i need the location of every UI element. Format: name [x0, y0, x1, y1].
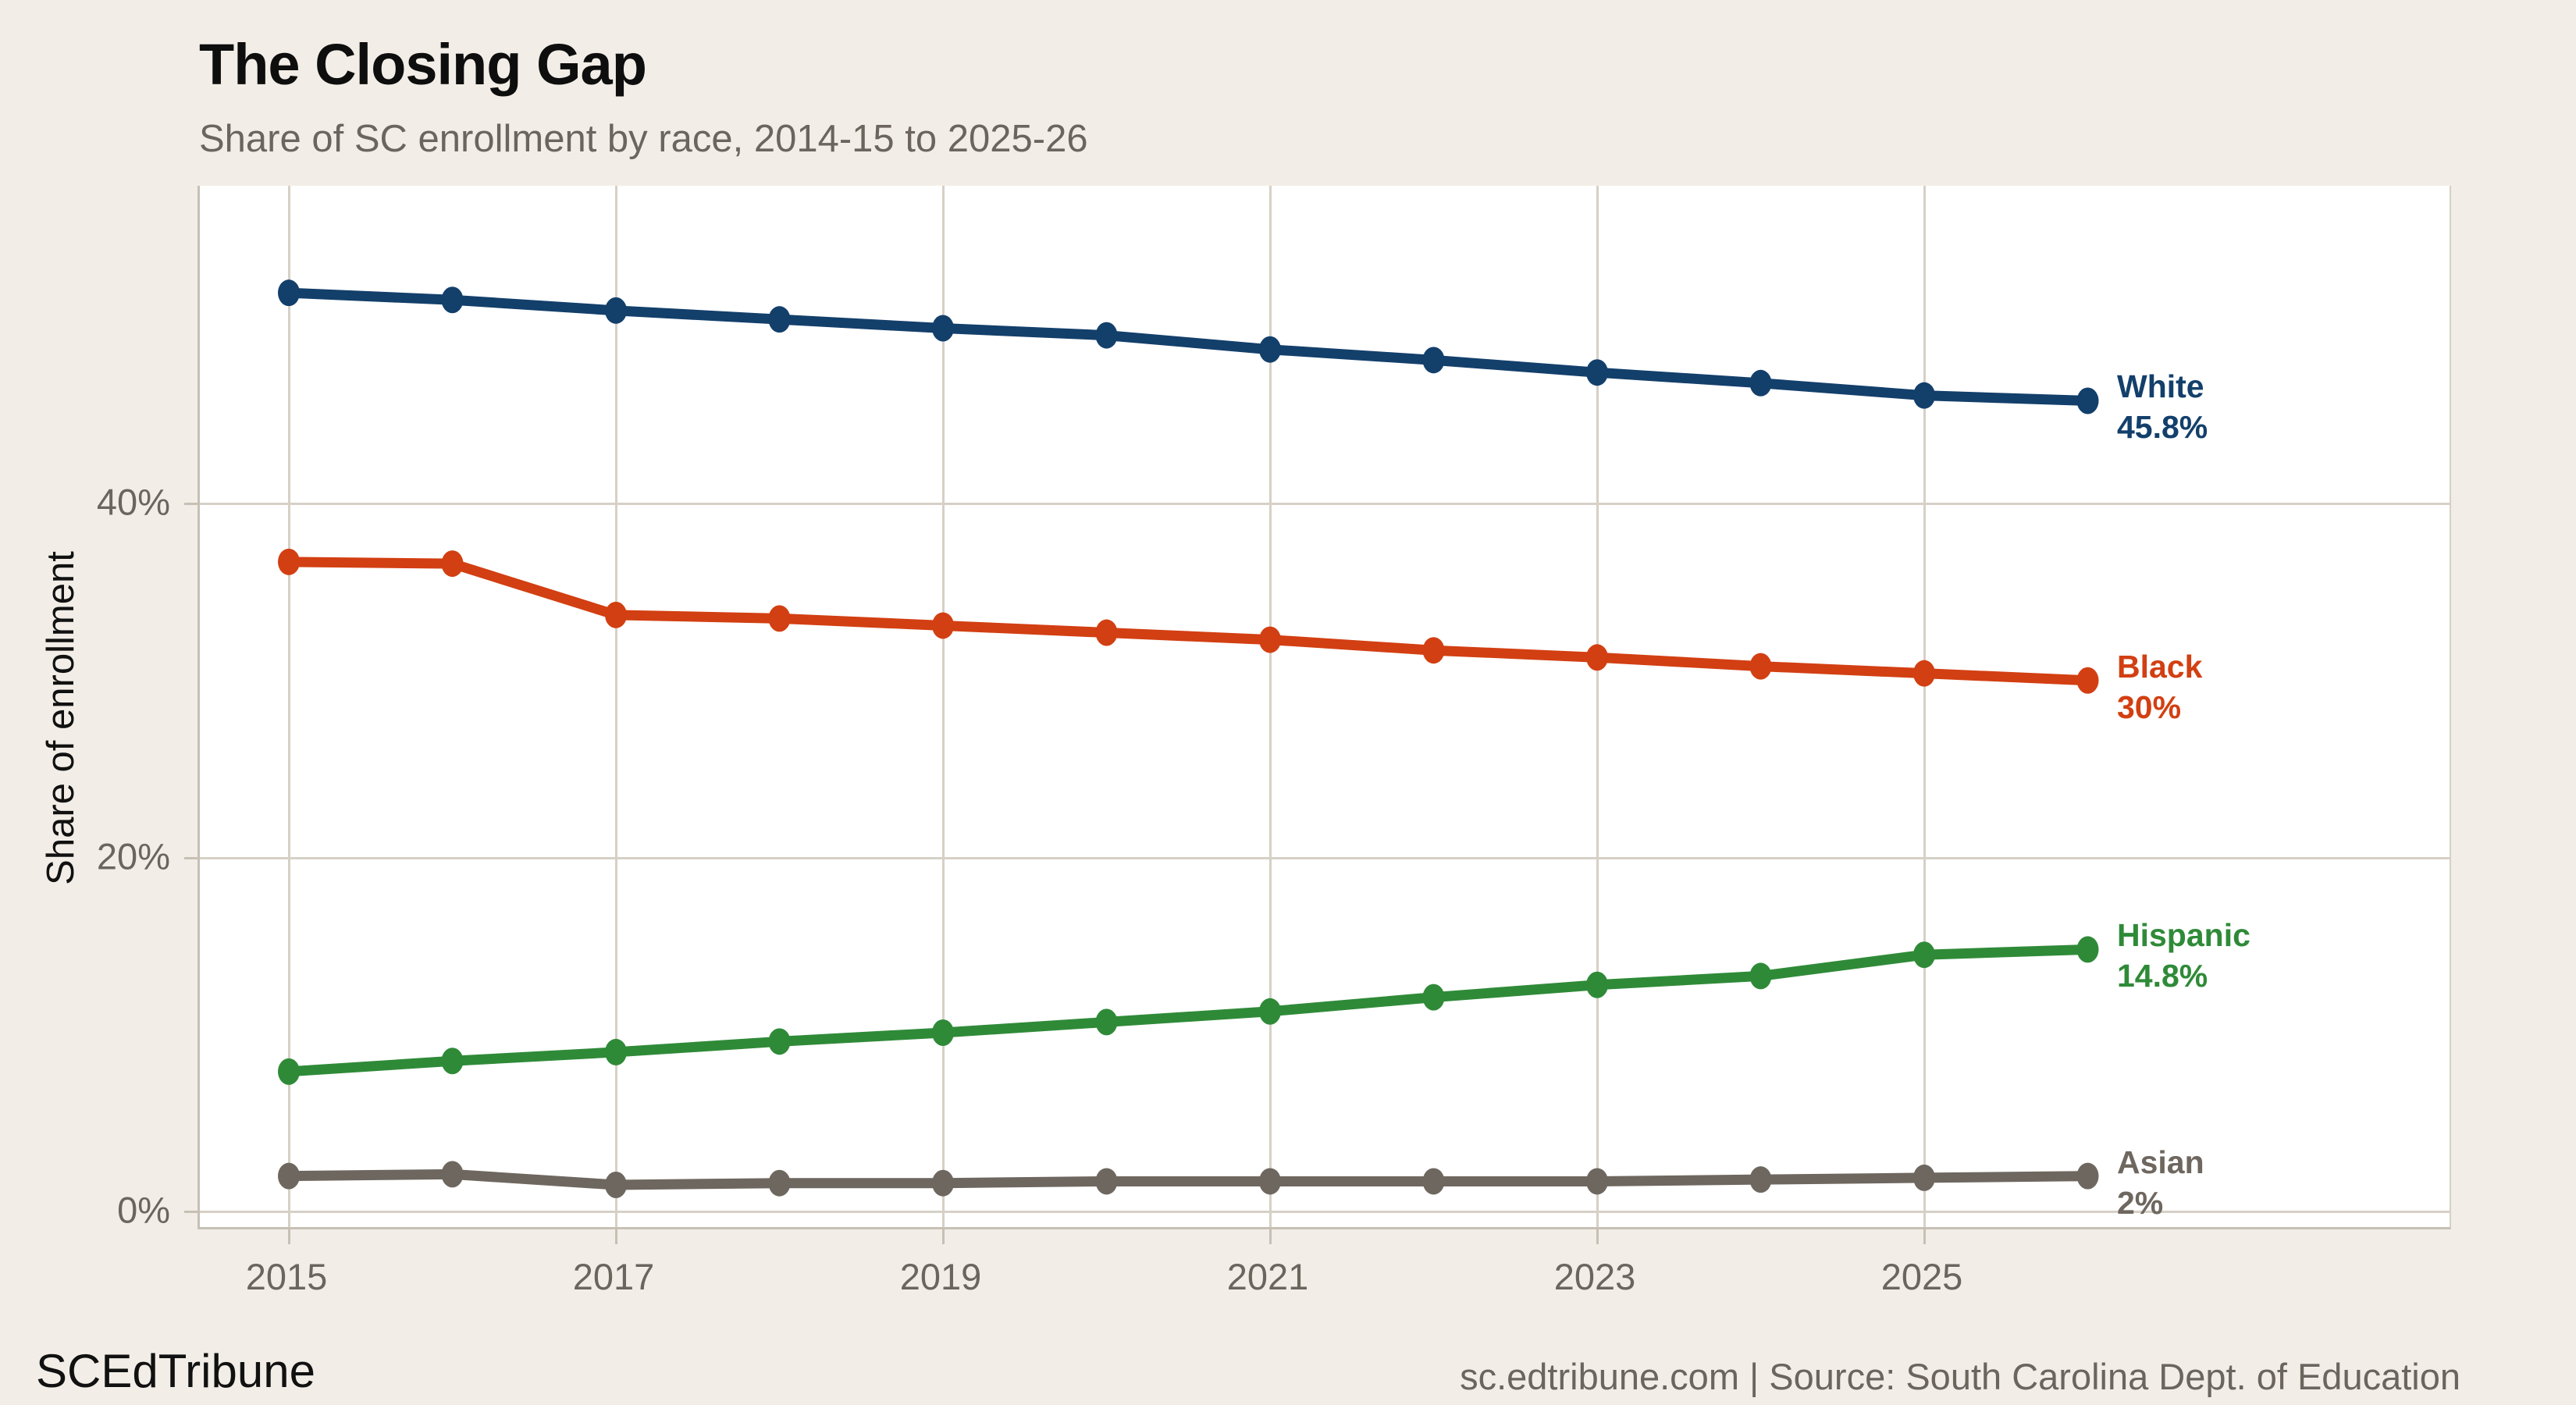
data-point-black [1259, 626, 1281, 653]
data-point-hispanic [1259, 998, 1281, 1025]
data-point-black [1913, 660, 1935, 687]
footer-source: sc.edtribune.com | Source: South Carolin… [1460, 1356, 2460, 1397]
data-point-white [1095, 322, 1118, 349]
series-canvas [278, 279, 2099, 1198]
series-line-hispanic [283, 944, 2093, 1077]
data-point-asian [1913, 1164, 1935, 1191]
data-point-hispanic [1913, 941, 1935, 969]
series-name: Hispanic [2117, 917, 2250, 954]
x-tick-label: 2015 [245, 1256, 328, 1297]
x-tick-label: 2021 [1226, 1256, 1309, 1297]
data-point-black [2076, 667, 2099, 694]
data-point-asian [441, 1161, 464, 1188]
y-gridline [200, 856, 2450, 859]
data-point-white [1913, 382, 1935, 409]
y-tick-mark [184, 503, 197, 505]
x-tick-mark [942, 1227, 945, 1244]
footer-brand: SCEdTribune [36, 1345, 315, 1397]
series-end-value: 2% [2117, 1184, 2164, 1221]
series-name: Black [2117, 648, 2203, 685]
data-point-asian [768, 1169, 791, 1197]
data-point-hispanic [2076, 936, 2099, 963]
data-point-hispanic [932, 1019, 954, 1046]
chart-title: The Closing Gap [199, 32, 647, 97]
data-point-white [932, 315, 954, 342]
data-point-white [441, 286, 464, 314]
data-point-hispanic [1422, 984, 1445, 1011]
x-tick-label: 2017 [572, 1256, 655, 1297]
data-point-black [932, 612, 954, 639]
data-point-black [1422, 637, 1445, 664]
data-point-black [1749, 653, 1772, 680]
data-point-hispanic [768, 1028, 791, 1055]
series-name: White [2117, 368, 2204, 405]
x-gridline [1596, 186, 1599, 1227]
data-point-hispanic [441, 1048, 464, 1075]
series-line-black [283, 557, 2093, 686]
series-line-asian [283, 1168, 2093, 1190]
data-point-white [768, 306, 791, 333]
data-point-white [1259, 336, 1281, 363]
x-tick-mark [1923, 1227, 1926, 1244]
data-point-asian [1749, 1166, 1772, 1193]
series-end-label-black: Black 30% [2117, 646, 2202, 727]
data-point-hispanic [1586, 971, 1608, 998]
x-tick-mark [615, 1227, 617, 1244]
series-line-white [283, 287, 2093, 406]
series-end-label-hispanic: Hispanic 14.8% [2117, 915, 2250, 996]
data-point-black [441, 550, 464, 578]
series-end-value: 30% [2117, 688, 2182, 725]
data-point-white [2076, 387, 2099, 414]
x-tick-label: 2025 [1880, 1256, 1963, 1297]
data-point-asian [932, 1169, 954, 1197]
data-point-hispanic [1095, 1008, 1118, 1036]
data-point-white [1422, 347, 1445, 374]
data-point-black [1095, 619, 1118, 646]
data-point-white [605, 297, 627, 324]
x-tick-label: 2023 [1553, 1256, 1636, 1297]
data-point-white [1749, 369, 1772, 397]
data-point-asian [1259, 1168, 1281, 1195]
data-point-black [1586, 644, 1608, 671]
data-point-asian [278, 1162, 300, 1190]
x-gridline [1923, 186, 1926, 1227]
y-tick-label: 40% [96, 481, 170, 523]
y-tick-mark [184, 856, 197, 859]
y-gridline [200, 1211, 2450, 1213]
data-point-hispanic [1749, 962, 1772, 990]
data-point-black [278, 548, 300, 575]
x-tick-mark [1596, 1227, 1599, 1244]
y-tick-label: 20% [96, 834, 170, 877]
data-point-white [1586, 359, 1608, 386]
chart-subtitle: Share of SC enrollment by race, 2014-15 … [199, 118, 1088, 160]
data-point-asian [1586, 1168, 1608, 1195]
series-end-value: 45.8% [2117, 409, 2208, 446]
y-gridline [200, 503, 2450, 505]
plot-area [184, 186, 2451, 1244]
x-gridline [1269, 186, 1272, 1227]
x-tick-mark [1269, 1227, 1272, 1244]
series-end-label-asian: Asian 2% [2117, 1142, 2204, 1223]
data-point-white [278, 279, 300, 307]
data-point-hispanic [278, 1058, 300, 1085]
series-end-value: 14.8% [2117, 958, 2208, 994]
data-point-hispanic [605, 1038, 627, 1065]
data-point-black [768, 605, 791, 632]
series-end-label-white: White 45.8% [2117, 366, 2208, 447]
data-point-asian [1095, 1168, 1118, 1195]
x-tick-label: 2019 [899, 1256, 982, 1297]
data-point-asian [1422, 1168, 1445, 1195]
x-gridline [942, 186, 945, 1227]
data-point-asian [2076, 1162, 2099, 1190]
y-tick-mark [184, 1211, 197, 1213]
data-point-black [605, 601, 627, 628]
data-point-asian [605, 1171, 627, 1198]
y-tick-label: 0% [117, 1189, 170, 1231]
x-gridline [288, 186, 290, 1227]
series-name: Asian [2117, 1144, 2204, 1180]
x-tick-mark [288, 1227, 290, 1244]
x-gridline [615, 186, 617, 1227]
